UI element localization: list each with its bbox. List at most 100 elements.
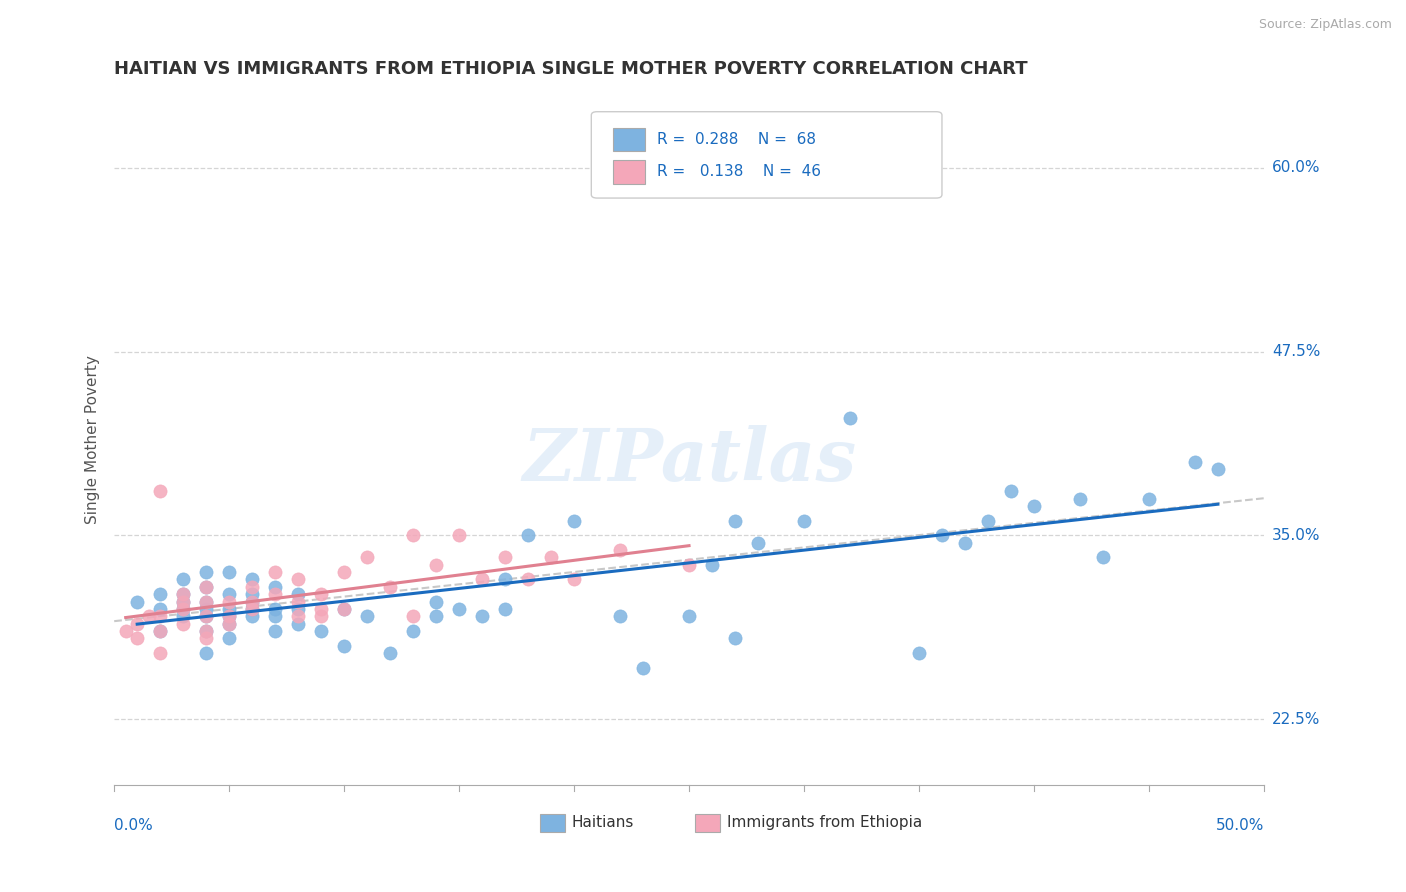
Y-axis label: Single Mother Poverty: Single Mother Poverty [86,355,100,524]
Text: R =  0.288    N =  68: R = 0.288 N = 68 [657,132,815,147]
Point [540,550,562,565]
Point [1206,462,1229,476]
Point [333,602,356,616]
Point [1000,484,1022,499]
Point [127,616,149,631]
Point [195,609,218,624]
Point [449,602,471,616]
Point [747,535,769,549]
Point [287,594,309,608]
Point [218,594,240,608]
Point [114,624,136,638]
Point [195,594,218,608]
Point [517,528,540,542]
Point [149,646,172,660]
Point [953,535,976,549]
Point [172,587,194,601]
Point [240,573,263,587]
Point [240,594,263,608]
Point [195,624,218,638]
Point [149,624,172,638]
Point [425,594,447,608]
Point [309,609,332,624]
Point [172,587,194,601]
Point [287,573,309,587]
Point [378,580,401,594]
Point [333,565,356,579]
Point [172,573,194,587]
Point [471,573,494,587]
Point [562,573,585,587]
Point [378,646,401,660]
Point [240,580,263,594]
Point [218,602,240,616]
Point [138,609,160,624]
Point [494,573,516,587]
Point [264,624,287,638]
Point [494,602,516,616]
Point [724,514,747,528]
Point [195,580,218,594]
Point [218,616,240,631]
Point [240,594,263,608]
Point [195,602,218,616]
Point [240,602,263,616]
Point [172,602,194,616]
Point [149,484,172,499]
FancyBboxPatch shape [592,112,942,198]
Point [264,587,287,601]
Point [195,632,218,646]
Point [678,558,700,572]
Point [195,624,218,638]
Text: 35.0%: 35.0% [1272,528,1320,543]
Point [793,514,815,528]
Point [195,594,218,608]
Point [195,580,218,594]
Point [724,632,747,646]
Point [264,609,287,624]
Point [449,528,471,542]
Point [218,616,240,631]
Point [309,602,332,616]
Point [425,609,447,624]
Point [218,565,240,579]
Point [218,587,240,601]
Point [195,609,218,624]
Point [218,609,240,624]
Point [931,528,953,542]
Point [839,410,862,425]
Point [264,580,287,594]
Text: ZIPatlas: ZIPatlas [522,425,856,496]
Point [402,609,425,624]
Point [1091,550,1114,565]
Point [309,624,332,638]
Point [240,609,263,624]
Text: Source: ZipAtlas.com: Source: ZipAtlas.com [1258,18,1392,31]
Text: Immigrants from Ethiopia: Immigrants from Ethiopia [727,815,922,830]
Point [287,602,309,616]
Point [172,594,194,608]
Bar [695,814,720,831]
Point [172,616,194,631]
Bar [613,128,645,151]
Point [195,646,218,660]
Point [609,543,631,558]
Point [471,609,494,624]
Bar [613,160,645,184]
Point [356,550,378,565]
Point [1069,491,1091,506]
Point [264,602,287,616]
Point [127,594,149,608]
Point [1022,499,1045,513]
Point [517,573,540,587]
Point [333,639,356,653]
Point [240,602,263,616]
Point [149,602,172,616]
Point [240,587,263,601]
Point [609,609,631,624]
Point [678,609,700,624]
Point [149,624,172,638]
Bar [540,814,565,831]
Point [264,565,287,579]
Point [287,587,309,601]
